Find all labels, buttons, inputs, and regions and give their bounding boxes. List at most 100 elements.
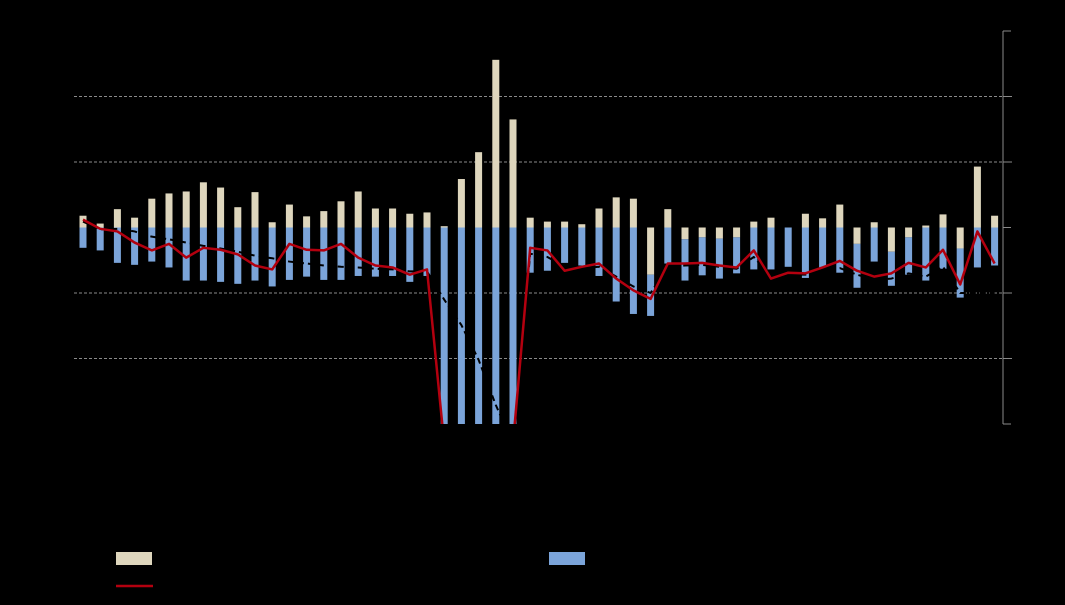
- bar: [853, 243, 861, 288]
- bar: [922, 225, 930, 228]
- legend-swatch: [549, 552, 585, 565]
- bar: [819, 227, 827, 268]
- legend-swatch: [116, 552, 152, 565]
- bar: [750, 221, 758, 228]
- bar: [956, 248, 964, 298]
- bar: [578, 227, 586, 266]
- bar: [285, 227, 293, 280]
- bar: [303, 227, 311, 277]
- bar: [801, 213, 809, 228]
- bar: [905, 237, 913, 275]
- bar: [234, 207, 242, 228]
- bar: [767, 217, 775, 228]
- bar: [337, 227, 345, 280]
- bar: [801, 227, 809, 278]
- bar: [629, 227, 637, 314]
- bar: [475, 152, 483, 228]
- bar: [96, 227, 104, 251]
- bar: [182, 191, 190, 228]
- bar: [836, 227, 844, 273]
- bar: [251, 227, 259, 281]
- line: [82, 218, 996, 424]
- bar: [991, 215, 999, 228]
- bar: [199, 182, 207, 228]
- bar: [354, 191, 362, 228]
- bar: [371, 208, 379, 228]
- bar: [750, 227, 758, 270]
- bar: [526, 217, 534, 228]
- bar: [113, 209, 121, 228]
- bar: [217, 187, 225, 228]
- bar: [819, 218, 827, 228]
- bar: [389, 227, 397, 276]
- bar: [715, 238, 723, 279]
- bar: [629, 198, 637, 228]
- bar: [905, 227, 913, 238]
- bar: [561, 227, 569, 263]
- bar: [148, 227, 156, 262]
- bar: [268, 222, 276, 228]
- bar: [612, 197, 620, 228]
- bar: [543, 221, 551, 228]
- bar: [165, 227, 173, 268]
- bar: [337, 201, 345, 228]
- bar: [457, 227, 465, 424]
- bar: [320, 211, 328, 228]
- bar: [389, 208, 397, 228]
- bar: [991, 227, 999, 266]
- bar: [354, 227, 362, 276]
- bar: [733, 227, 741, 238]
- bar: [320, 227, 328, 280]
- bar: [853, 227, 861, 244]
- bar: [578, 224, 586, 228]
- bar: [973, 166, 981, 228]
- bar: [217, 227, 225, 282]
- bar: [715, 227, 723, 239]
- bar: [165, 193, 173, 228]
- bar: [870, 227, 878, 262]
- bar: [647, 274, 655, 316]
- bar: [922, 227, 930, 281]
- bar: [887, 227, 895, 252]
- bar: [509, 119, 517, 228]
- bar: [939, 214, 947, 228]
- bar: [79, 227, 87, 248]
- bar: [423, 227, 431, 276]
- bar: [681, 227, 689, 240]
- bar: [664, 227, 672, 264]
- bar: [406, 213, 414, 228]
- bar: [784, 227, 792, 267]
- bar: [595, 208, 603, 228]
- bar: [251, 192, 259, 228]
- bar: [698, 227, 706, 238]
- bar: [285, 204, 293, 228]
- bar: [131, 227, 139, 265]
- bar: [767, 227, 775, 270]
- bar: [182, 227, 190, 281]
- bar: [836, 204, 844, 228]
- bar: [492, 59, 500, 228]
- bar: [887, 251, 895, 286]
- bar: [509, 227, 517, 424]
- bar: [956, 227, 964, 249]
- bar: [423, 212, 431, 228]
- bar: [647, 227, 655, 275]
- bar: [939, 227, 947, 269]
- bar: [561, 221, 569, 228]
- bar: [131, 217, 139, 228]
- bar: [113, 227, 121, 263]
- bar: [681, 239, 689, 281]
- bar: [440, 227, 448, 424]
- bar: [96, 223, 104, 228]
- bar: [371, 227, 379, 277]
- bar: [595, 227, 603, 276]
- bar: [457, 179, 465, 228]
- bar: [406, 227, 414, 282]
- bar: [612, 227, 620, 302]
- bar: [303, 216, 311, 228]
- bar: [664, 209, 672, 228]
- bar: [148, 198, 156, 228]
